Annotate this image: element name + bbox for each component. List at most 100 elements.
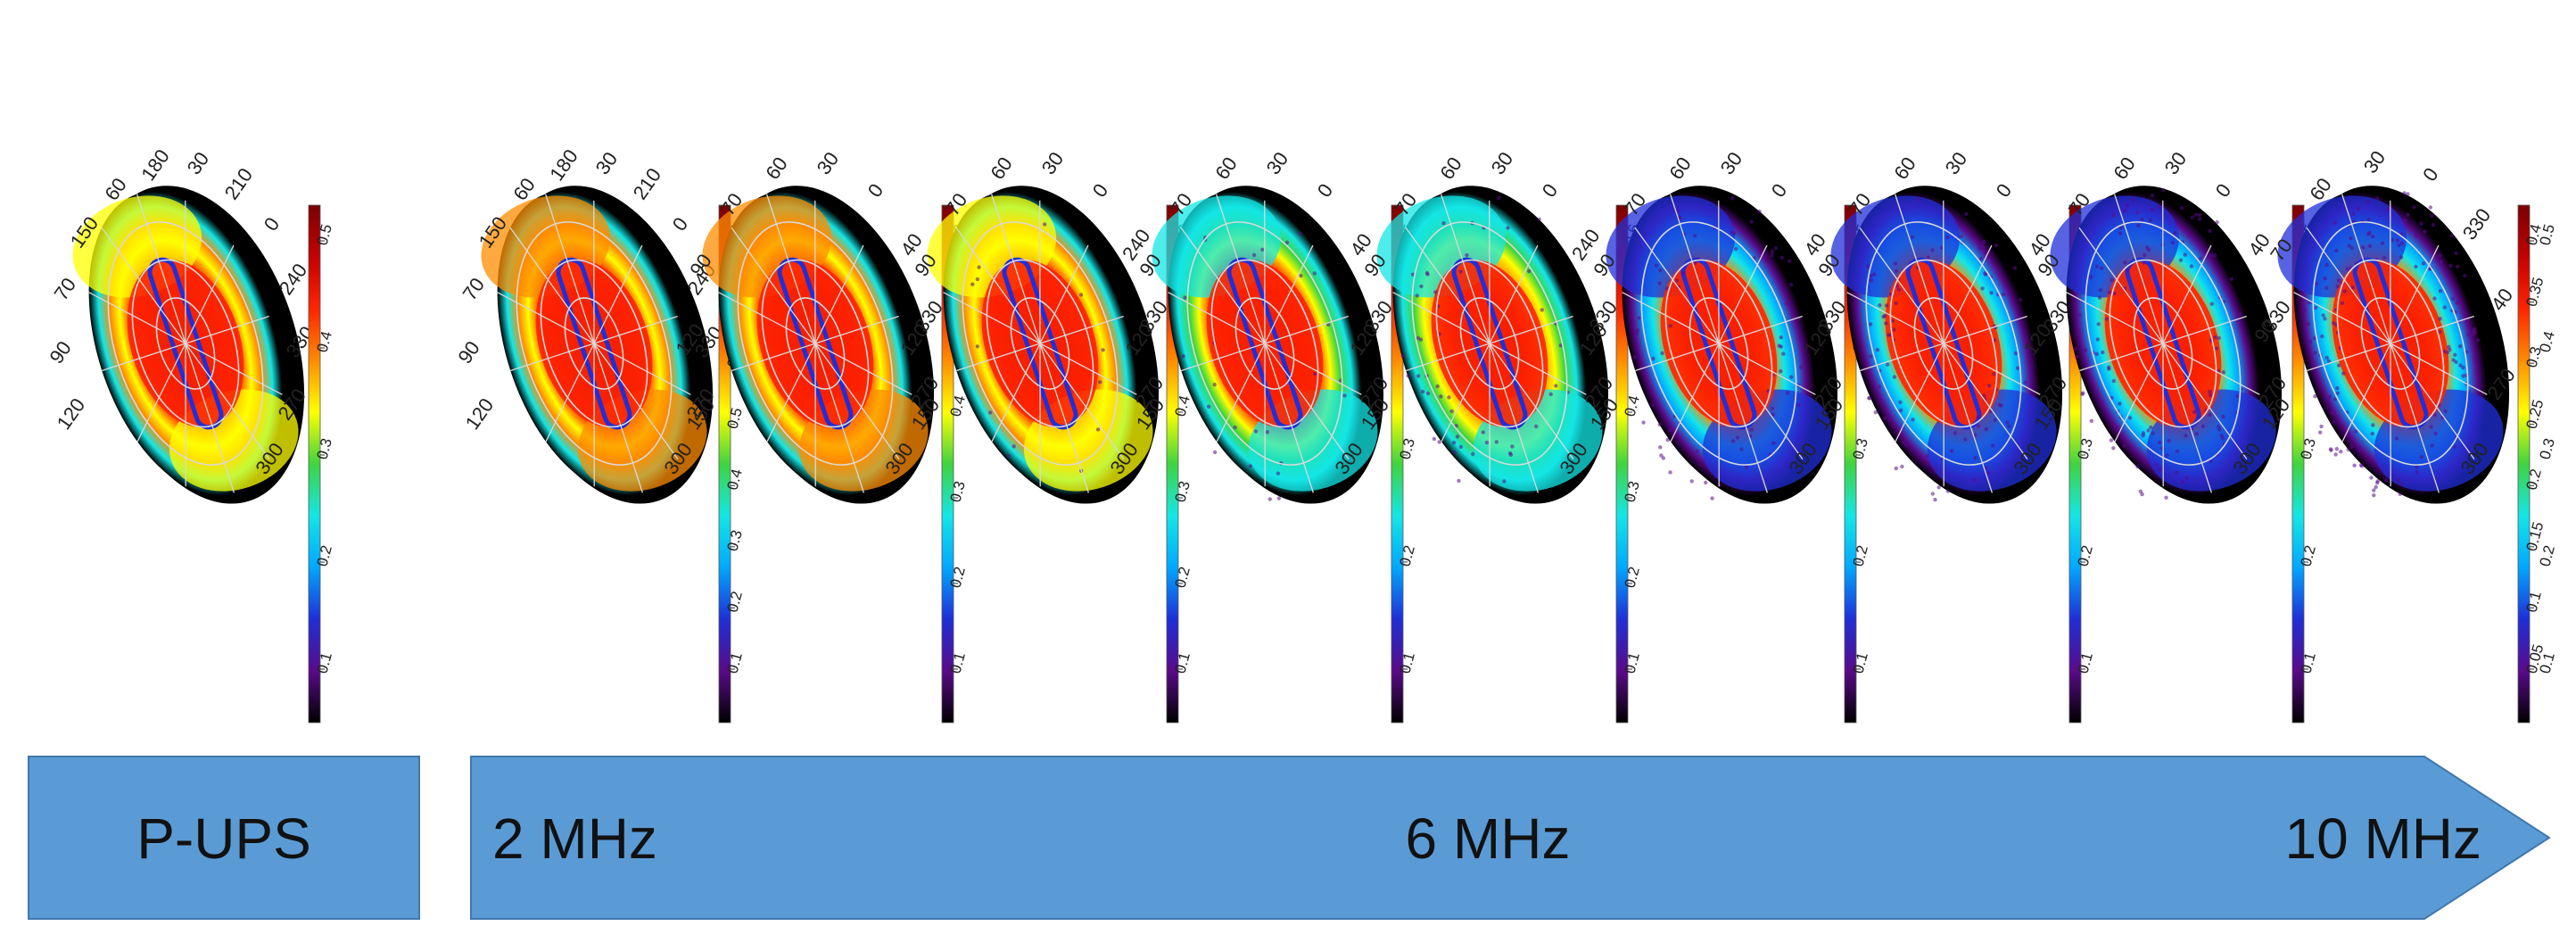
grid-spoke	[2390, 315, 2474, 344]
grid-spoke	[1670, 343, 1720, 442]
angle-label: 210	[220, 164, 258, 203]
noise-speckle	[1400, 353, 1406, 358]
polar-plot-3: 150120907060300403302703000.60.50.40.30.…	[671, 148, 969, 724]
noise-speckle	[1433, 290, 1438, 294]
colorbar-gradient	[308, 204, 321, 724]
noise-speckle	[2415, 465, 2419, 469]
noise-speckle	[2326, 359, 2332, 363]
noise-speckle	[2158, 467, 2162, 472]
noise-speckle	[1784, 302, 1789, 306]
noise-speckle	[2097, 295, 2102, 300]
noise-speckle	[975, 277, 980, 282]
noise-speckle	[1933, 497, 1937, 502]
noise-speckle	[2122, 209, 2127, 213]
grid-spoke	[593, 343, 644, 493]
noise-speckle	[2461, 374, 2465, 378]
noise-speckle	[1869, 274, 1873, 278]
noise-speckle	[2333, 452, 2338, 457]
grid-spoke	[2079, 343, 2164, 372]
noise-speckle	[1465, 252, 1469, 258]
noise-speckle	[2220, 436, 2225, 441]
noise-speckle	[1939, 245, 1944, 250]
noise-speckle	[2302, 308, 2307, 312]
grid-spoke	[136, 194, 186, 344]
noise-speckle	[2394, 436, 2399, 441]
noise-speckle	[1999, 403, 2003, 408]
grid-spoke	[185, 315, 269, 344]
frequency-label-mid: 6 MHz	[1406, 806, 1571, 871]
noise-speckle	[1425, 391, 1431, 396]
grid-spoke	[1846, 292, 1944, 344]
noise-speckle	[1658, 269, 1663, 273]
noise-speckle	[2375, 196, 2380, 201]
pups-banner	[28, 756, 420, 920]
noise-speckle	[1885, 362, 1890, 367]
noise-speckle	[1253, 429, 1259, 434]
noise-speckle	[2135, 464, 2140, 469]
noise-speckle	[2324, 262, 2329, 268]
noise-speckle	[1749, 427, 1754, 432]
noise-speckle	[2158, 440, 2162, 445]
frequency-label-start: 2 MHz	[492, 806, 657, 871]
grid-spoke	[2390, 343, 2475, 460]
noise-speckle	[1661, 456, 1666, 460]
noise-speckle	[2390, 237, 2395, 243]
noise-speckle	[1884, 321, 1888, 326]
grid-spoke	[1039, 343, 1090, 493]
grid-spoke	[1489, 315, 1573, 344]
noise-speckle	[1936, 485, 1941, 490]
noise-speckle	[1890, 318, 1895, 323]
noise-speckle	[1510, 444, 1515, 449]
colorbar-1: 0.50.40.30.20.1	[308, 204, 335, 724]
noise-speckle	[2347, 244, 2351, 248]
grid-spoke	[814, 343, 816, 487]
noise-speckle	[2319, 424, 2324, 429]
noise-speckle	[2173, 231, 2177, 236]
noise-speckle	[2438, 329, 2442, 335]
noise-speckle	[1668, 470, 1672, 475]
noise-speckle	[2332, 411, 2337, 416]
angle-label: 0	[668, 213, 693, 235]
polar-plot-8: 150120907060300403302703000.50.40.30.20.…	[1799, 148, 2096, 724]
noise-speckle	[2187, 234, 2192, 238]
noise-speckle	[2442, 349, 2447, 353]
grid-spoke	[2306, 227, 2391, 344]
noise-speckle	[2164, 495, 2168, 500]
noise-speckle	[1976, 424, 1981, 428]
noise-speckle	[1183, 295, 1187, 300]
noise-speckle	[2012, 266, 2017, 270]
noise-speckle	[1651, 356, 1655, 361]
noise-speckle	[1770, 252, 1774, 258]
grid-spoke	[731, 343, 816, 372]
noise-speckle	[1101, 348, 1105, 352]
noise-speckle	[1749, 219, 1754, 224]
noise-speckle	[1925, 453, 1929, 459]
grid-spoke	[1264, 244, 1314, 344]
angle-label: 60	[761, 153, 792, 183]
angle-label: 0	[1538, 179, 1563, 201]
noise-speckle	[2104, 317, 2110, 321]
grid-spoke	[136, 343, 186, 442]
grid-spoke	[956, 343, 1041, 372]
noise-speckle	[2215, 219, 2219, 225]
noise-speckle	[1439, 394, 1443, 399]
grid-spoke	[88, 292, 186, 344]
grid-spoke	[1264, 315, 1349, 344]
noise-speckle	[1781, 351, 1786, 356]
noise-speckle	[1903, 442, 1909, 448]
angle-label: 0	[2418, 163, 2443, 185]
noise-speckle	[2329, 448, 2333, 452]
noise-speckle	[2213, 335, 2217, 340]
noise-speckle	[2161, 187, 2166, 193]
noise-speckle	[2370, 235, 2375, 239]
noise-speckle	[2229, 277, 2234, 281]
noise-speckle	[2151, 193, 2155, 198]
noise-speckle	[1668, 324, 1672, 328]
noise-speckle	[2089, 418, 2094, 423]
noise-speckle	[2334, 248, 2339, 253]
noise-speckle	[2110, 277, 2114, 282]
noise-speckle	[2430, 213, 2434, 218]
grid-spoke	[545, 343, 595, 442]
noise-speckle	[1494, 440, 1499, 444]
grid-spoke	[1215, 194, 1266, 344]
